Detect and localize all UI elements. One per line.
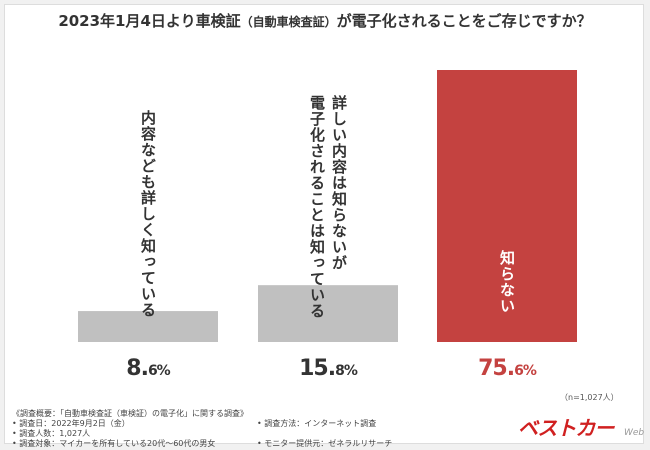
survey-note-item: • 調査日：2022年9月2日（金） • 調査方法：インターネット調査 [12,419,377,428]
survey-note-item: • 調査対象：マイカーを所有している20代～60代の男女 • モニター提供元：ゼ… [12,439,393,448]
bar-1 [78,311,218,342]
sample-size: （n=1,027人） [560,393,619,402]
survey-notes-heading: 《調査概要：「自動車検査証（車検証）の電子化」に関する調査》 [12,409,248,418]
bestcar-web-logo: ベストカー Web [518,412,644,442]
chart-title: 2023年1月4日より車検証（自動車検査証）が電子化されることをご存じですか？ [58,12,592,30]
logo-suffix: Web [624,428,645,438]
survey-notes: 《調査概要：「自動車検査証（車検証）の電子化」に関する調査》 • 調査日：202… [12,409,393,449]
survey-note-item: • 調査人数：1,027人 [12,429,91,438]
bar-value-label: 75.6% [478,356,537,381]
bar-3 [437,70,577,342]
bar-value-label: 8.6% [126,356,170,381]
bar-2 [258,285,398,342]
bar-value-label: 15.8% [299,356,358,381]
bar-category-label: 詳しい内容は知らないが 電子化されることは知っている [308,95,348,319]
logo-mark: ベストカー [518,416,614,440]
bar-category-label: 知らない [498,250,516,314]
bar-category-label: 内容なども詳しく知っている [139,110,157,318]
